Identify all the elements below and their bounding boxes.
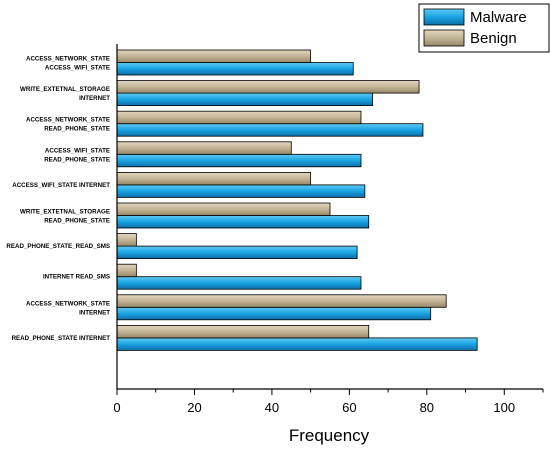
- x-axis: 0 20 40 60 80 100: [113, 44, 544, 415]
- x-axis-title: Frequency: [289, 426, 370, 445]
- bars-layer: [116, 49, 478, 351]
- bar-benign-6: [116, 233, 137, 247]
- bar-malware-9: [116, 337, 478, 351]
- x-tick-label-4: 80: [420, 400, 434, 415]
- category-label-9-0: READ_PHONE_STATE INTERNET: [12, 335, 111, 342]
- x-tick-label-5: 100: [493, 400, 515, 415]
- legend-label-malware: Malware: [470, 9, 527, 26]
- bar-benign-5: [116, 202, 331, 216]
- legend-swatch-malware: [423, 8, 465, 26]
- category-label-1-1: INTERNET: [79, 95, 110, 102]
- bar-malware-5: [116, 215, 370, 229]
- bar-benign-1: [116, 80, 420, 94]
- category-label-7-0: INTERNET READ_SMS: [43, 274, 110, 281]
- x-tick-label-3: 60: [342, 400, 356, 415]
- x-tick-label-1: 20: [187, 400, 201, 415]
- bar-benign-7: [116, 263, 137, 278]
- bar-malware-4: [116, 184, 366, 198]
- category-label-0-1: ACCESS_WIFI_STATE: [45, 65, 110, 72]
- category-label-8-1: INTERNET: [79, 309, 110, 316]
- bar-malware-3: [116, 153, 362, 168]
- bar-benign-0: [116, 49, 312, 63]
- category-label-2-1: READ_PHONE_STATE: [44, 126, 110, 133]
- category-label-2-0: ACCESS_NETWORK_STATE: [26, 117, 110, 124]
- x-tick-label-2: 40: [265, 400, 279, 415]
- bar-benign-3: [116, 141, 292, 155]
- bar-malware-0: [116, 62, 354, 76]
- bar-malware-7: [116, 276, 362, 290]
- category-label-4-0: ACCESS_WIFI_STATE INTERNET: [12, 182, 110, 189]
- category-label-0-0: ACCESS_NETWORK_STATE: [26, 56, 110, 63]
- bar-malware-2: [116, 123, 424, 137]
- legend-label-benign: Benign: [470, 30, 517, 47]
- legend-swatch-benign: [423, 29, 465, 47]
- bar-benign-4: [116, 171, 312, 186]
- category-label-3-1: READ_PHONE_STATE: [44, 156, 110, 163]
- legend: Malware Benign: [418, 3, 550, 53]
- category-label-6-0: READ_PHONE_STATE_READ_SMS: [6, 243, 110, 250]
- category-label-5-1: READ_PHONE_STATE: [44, 218, 110, 225]
- category-label-1-0: WRITE_EXTETNAL_STORAGE: [20, 86, 110, 93]
- bar-benign-2: [116, 110, 362, 125]
- bar-benign-8: [116, 294, 447, 308]
- category-label-3-0: ACCESS_WIFI_STATE: [45, 147, 110, 154]
- bar-malware-1: [116, 92, 374, 106]
- x-tick-label-0: 0: [113, 400, 120, 415]
- category-label-5-0: WRITE_EXTETNAL_STORAGE: [20, 209, 110, 216]
- bar-malware-8: [116, 306, 432, 321]
- category-label-8-0: ACCESS_NETWORK_STATE: [26, 300, 110, 307]
- category-labels: ACCESS_NETWORK_STATE ACCESS_WIFI_STATE WRI…: [6, 56, 110, 342]
- bar-malware-6: [116, 245, 358, 260]
- bar-benign-9: [116, 324, 370, 339]
